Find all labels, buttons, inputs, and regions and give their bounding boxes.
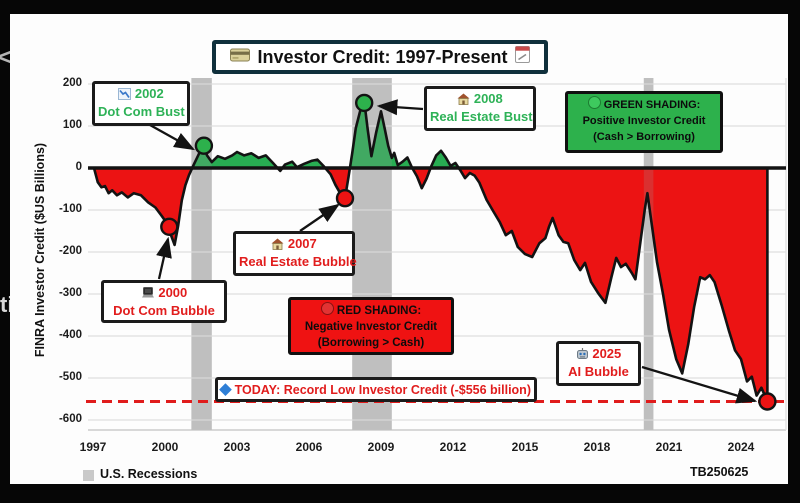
event-year: 2002 — [134, 86, 164, 101]
y-tick-label: -500 — [58, 371, 82, 383]
annotation-today-record-low: TODAY: Record Low Investor Credit (-$556… — [215, 377, 537, 402]
chart-decreasing-icon — [118, 88, 132, 104]
event-label: AI Bubble — [568, 364, 629, 379]
annotation-2008-realestate-bust: 2008 Real Estate Bust — [424, 86, 536, 131]
x-tick-label: 2021 — [655, 440, 683, 454]
event-label: Dot Com Bubble — [113, 303, 215, 318]
x-tick-label: 2012 — [439, 440, 467, 454]
red-shading-line2: Negative Investor Credit — [304, 321, 438, 333]
calendar-memo-icon — [514, 46, 530, 68]
house-icon — [457, 93, 470, 109]
y-tick-label: -400 — [58, 329, 82, 341]
event-label: Real Estate Bust — [430, 109, 533, 124]
legend-red-shading: RED SHADING: Negative Investor Credit (B… — [288, 297, 454, 355]
x-tick-label: 2006 — [295, 440, 323, 454]
credit-card-icon — [230, 48, 251, 67]
x-tick-label: 2000 — [151, 440, 179, 454]
blue-diamond-icon — [219, 383, 232, 396]
y-tick-label: 200 — [62, 77, 82, 89]
chart-title: Investor Credit: 1997-Present — [257, 46, 508, 67]
green-shading-line2: Positive Investor Credit — [582, 115, 706, 127]
legend-green-shading: GREEN SHADING: Positive Investor Credit … — [565, 91, 723, 153]
laptop-icon — [141, 287, 155, 303]
x-tick-label: 2009 — [367, 440, 395, 454]
x-tick-label: 2003 — [223, 440, 251, 454]
event-year: 2007 — [287, 236, 317, 251]
recession-legend-swatch — [83, 470, 94, 481]
green-shading-line3: (Cash > Borrowing) — [593, 131, 695, 143]
event-year: 2025 — [592, 346, 622, 361]
chart-title-box: Investor Credit: 1997-Present — [212, 40, 548, 74]
annotation-2007-realestate-bubble: 2007 Real Estate Bubble — [233, 231, 357, 276]
red-shading-line3: (Borrowing > Cash) — [317, 337, 425, 349]
left-edge-chevron-artifact: < — [0, 44, 13, 71]
y-tick-label: -100 — [58, 203, 82, 215]
today-label: TODAY: Record Low Investor Credit (-$556… — [234, 382, 531, 397]
event-label: Real Estate Bubble — [239, 254, 357, 269]
watermark-label: TB250625 — [690, 465, 749, 479]
annotation-2000-dotcom-bubble: 2000 Dot Com Bubble — [101, 280, 227, 323]
x-tick-label: 2018 — [583, 440, 611, 454]
event-year: 2000 — [158, 285, 188, 300]
y-tick-label: -200 — [58, 245, 82, 257]
y-tick-label: 0 — [75, 161, 82, 173]
y-tick-label: -600 — [58, 413, 82, 425]
red-shading-heading: RED SHADING: — [336, 305, 422, 317]
robot-icon — [576, 348, 589, 364]
x-tick-label: 2015 — [511, 440, 539, 454]
green-circle-icon — [587, 96, 601, 109]
x-tick-label: 2024 — [727, 440, 755, 454]
red-circle-icon — [320, 302, 334, 315]
recession-legend-label: U.S. Recessions — [100, 467, 198, 481]
y-axis-title: FINRA Investor Credit ($US Billions) — [33, 142, 47, 358]
annotation-2002-dotcom-bust: 2002 Dot Com Bust — [92, 81, 190, 126]
event-label: Dot Com Bust — [98, 104, 185, 119]
annotation-2025-ai-bubble: 2025 AI Bubble — [556, 341, 641, 386]
event-year: 2008 — [473, 91, 503, 106]
green-shading-heading: GREEN SHADING: — [603, 99, 701, 111]
y-tick-label: 100 — [62, 119, 82, 131]
house-icon — [271, 238, 284, 254]
x-tick-label: 1997 — [79, 440, 107, 454]
y-tick-label: -300 — [58, 287, 82, 299]
